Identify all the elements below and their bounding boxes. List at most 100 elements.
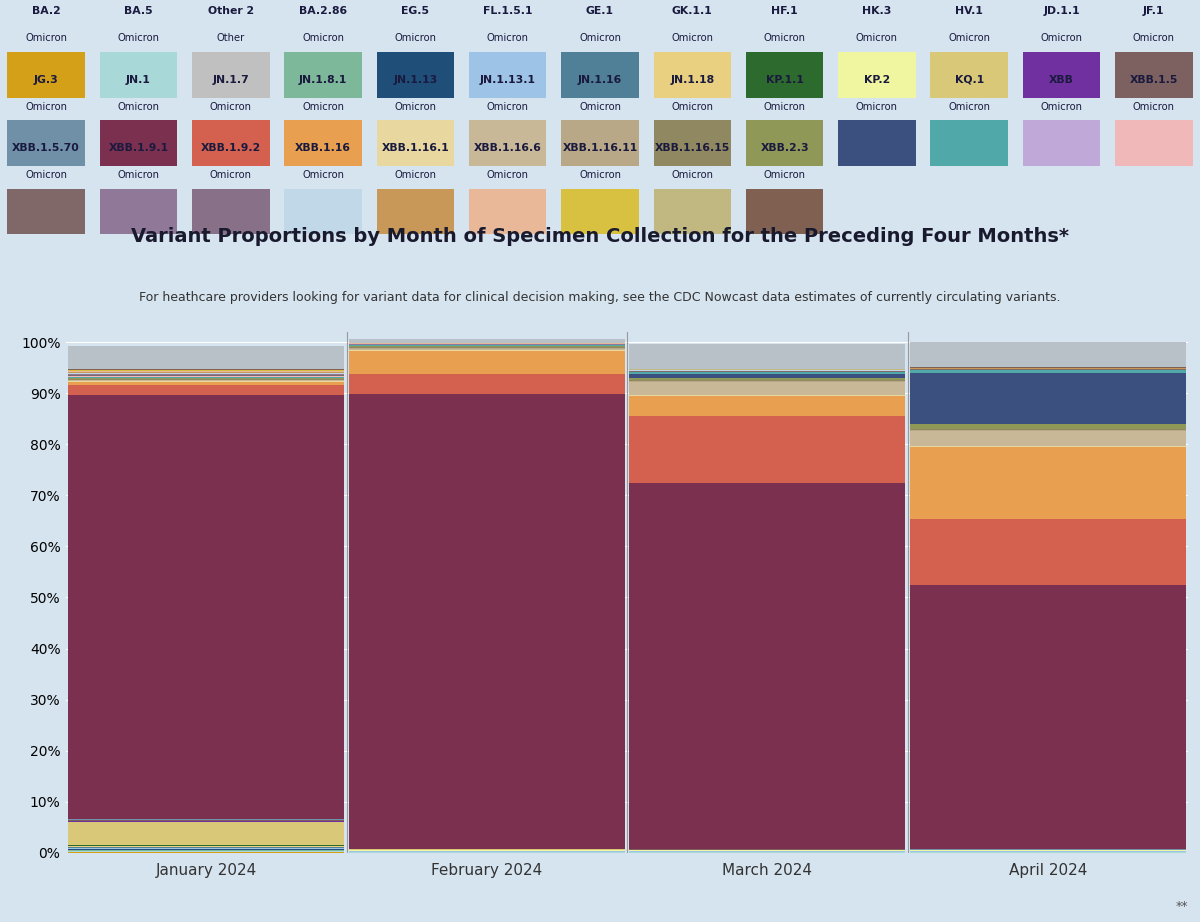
Bar — [746, 189, 823, 234]
Text: HV.1: HV.1 — [955, 6, 983, 17]
Text: Omicron: Omicron — [210, 171, 252, 180]
Text: BA.5: BA.5 — [124, 6, 152, 17]
Bar — [68, 819, 344, 821]
Bar — [469, 121, 546, 166]
Bar — [68, 346, 344, 369]
Text: Omicron: Omicron — [671, 33, 713, 43]
Text: XBB.1.9.2: XBB.1.9.2 — [200, 143, 260, 153]
Bar — [100, 121, 178, 166]
Bar — [284, 189, 362, 234]
Bar — [910, 447, 1186, 519]
Text: Omicron: Omicron — [948, 101, 990, 112]
Bar — [629, 372, 905, 373]
Bar — [377, 52, 454, 98]
Bar — [68, 396, 344, 819]
Bar — [910, 430, 1186, 431]
Text: Omicron: Omicron — [118, 101, 160, 112]
Text: For heathcare providers looking for variant data for clinical decision making, s: For heathcare providers looking for vari… — [139, 290, 1061, 304]
Text: Omicron: Omicron — [763, 101, 805, 112]
Text: Omicron: Omicron — [302, 33, 344, 43]
Bar — [910, 446, 1186, 447]
Bar — [1115, 52, 1193, 98]
Text: XBB.1.16.6: XBB.1.16.6 — [474, 143, 541, 153]
Text: Omicron: Omicron — [580, 33, 622, 43]
Text: GK.1.1: GK.1.1 — [672, 6, 713, 17]
Text: GE.1: GE.1 — [586, 6, 614, 17]
Bar — [910, 342, 1186, 367]
Bar — [629, 373, 905, 378]
Bar — [838, 52, 916, 98]
Bar — [349, 394, 625, 848]
Text: XBB.1.16.15: XBB.1.16.15 — [655, 143, 730, 153]
Text: XBB.1.5.70: XBB.1.5.70 — [12, 143, 80, 153]
Bar — [349, 849, 625, 850]
Text: BA.2.86: BA.2.86 — [299, 6, 347, 17]
Bar — [562, 52, 638, 98]
Text: Omicron: Omicron — [1133, 101, 1175, 112]
Text: EG.5: EG.5 — [401, 6, 430, 17]
Bar — [349, 373, 625, 394]
Bar — [654, 121, 731, 166]
Bar — [746, 52, 823, 98]
Text: Omicron: Omicron — [856, 101, 898, 112]
Bar — [284, 121, 362, 166]
Text: Omicron: Omicron — [25, 101, 67, 112]
Text: JN.1.8.1: JN.1.8.1 — [299, 75, 347, 85]
Bar — [910, 424, 1186, 429]
Bar — [68, 381, 344, 382]
Text: JN.1.13: JN.1.13 — [394, 75, 438, 85]
Text: Omicron: Omicron — [487, 101, 529, 112]
Text: XBB.1.16.1: XBB.1.16.1 — [382, 143, 449, 153]
Text: Omicron: Omicron — [487, 171, 529, 180]
Text: Omicron: Omicron — [302, 171, 344, 180]
Text: JN.1: JN.1 — [126, 75, 151, 85]
Bar — [7, 121, 85, 166]
Bar — [930, 121, 1008, 166]
Text: Omicron: Omicron — [118, 33, 160, 43]
Bar — [349, 350, 625, 373]
Text: Omicron: Omicron — [763, 171, 805, 180]
Text: Omicron: Omicron — [948, 33, 990, 43]
Text: XBB.1.16.11: XBB.1.16.11 — [563, 143, 637, 153]
Text: Omicron: Omicron — [580, 171, 622, 180]
Text: Omicron: Omicron — [580, 101, 622, 112]
Bar — [349, 349, 625, 350]
Bar — [7, 52, 85, 98]
Bar — [68, 382, 344, 383]
Bar — [68, 383, 344, 385]
Bar — [910, 429, 1186, 430]
Bar — [7, 189, 85, 234]
Bar — [377, 189, 454, 234]
Text: KP.2: KP.2 — [864, 75, 890, 85]
Bar — [68, 849, 344, 850]
Text: KQ.1: KQ.1 — [955, 75, 984, 85]
Bar — [192, 121, 270, 166]
Bar — [100, 52, 178, 98]
Bar — [68, 845, 344, 846]
Bar — [1115, 121, 1193, 166]
Bar — [629, 378, 905, 380]
Text: Omicron: Omicron — [395, 101, 437, 112]
Text: Omicron: Omicron — [1040, 33, 1082, 43]
Text: KP.1.1: KP.1.1 — [766, 75, 804, 85]
Bar — [629, 483, 905, 849]
Bar — [100, 189, 178, 234]
Bar — [629, 381, 905, 383]
Bar — [192, 52, 270, 98]
Text: XBB: XBB — [1049, 75, 1074, 85]
Text: JN.1.13.1: JN.1.13.1 — [480, 75, 535, 85]
Bar — [629, 344, 905, 369]
Text: Omicron: Omicron — [395, 171, 437, 180]
Bar — [930, 52, 1008, 98]
Text: XBB.2.3: XBB.2.3 — [761, 143, 809, 153]
Bar — [654, 52, 731, 98]
Bar — [910, 372, 1186, 424]
Bar — [1022, 52, 1100, 98]
Bar — [68, 852, 344, 853]
Text: Omicron: Omicron — [763, 33, 805, 43]
Text: XBB.1.5: XBB.1.5 — [1129, 75, 1178, 85]
Text: Omicron: Omicron — [118, 171, 160, 180]
Bar — [910, 431, 1186, 446]
Bar — [746, 121, 823, 166]
Text: Omicron: Omicron — [1040, 101, 1082, 112]
